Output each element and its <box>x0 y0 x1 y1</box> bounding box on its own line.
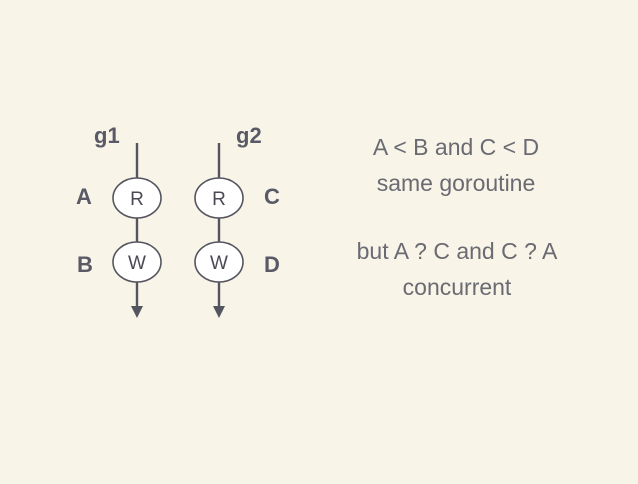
goroutine-g2-label: g2 <box>236 123 262 148</box>
concurrency-note-line1: but A ? C and C ? A <box>356 238 558 264</box>
goroutine-g1: g1 R W A B <box>76 123 162 318</box>
g2-read-node-label: R <box>212 189 226 210</box>
op-d-label: D <box>264 252 280 277</box>
concurrency-note: but A ? C and C ? A concurrent <box>317 233 597 305</box>
g2-write-node <box>194 241 244 283</box>
g2-write-node-label: W <box>210 253 228 274</box>
ordering-note-line2: same goroutine <box>376 170 536 196</box>
goroutine-g2-arrowhead <box>213 306 225 318</box>
op-c-label: C <box>264 184 280 209</box>
goroutine-g2: g2 R W C D <box>194 123 280 318</box>
g1-read-node-label: R <box>130 189 144 210</box>
ordering-note-line1: A < B and C < D <box>372 134 540 160</box>
g1-write-node-label: W <box>128 253 146 274</box>
g2-read-node <box>194 177 244 219</box>
op-a-label: A <box>76 184 92 209</box>
g1-write-node <box>112 241 162 283</box>
op-b-label: B <box>77 252 93 277</box>
g1-read-node <box>112 177 162 219</box>
concurrency-note-line2: concurrent <box>402 274 512 300</box>
ordering-note: A < B and C < D same goroutine <box>316 129 596 201</box>
goroutine-g1-label: g1 <box>94 123 120 148</box>
goroutine-g1-arrowhead <box>131 306 143 318</box>
